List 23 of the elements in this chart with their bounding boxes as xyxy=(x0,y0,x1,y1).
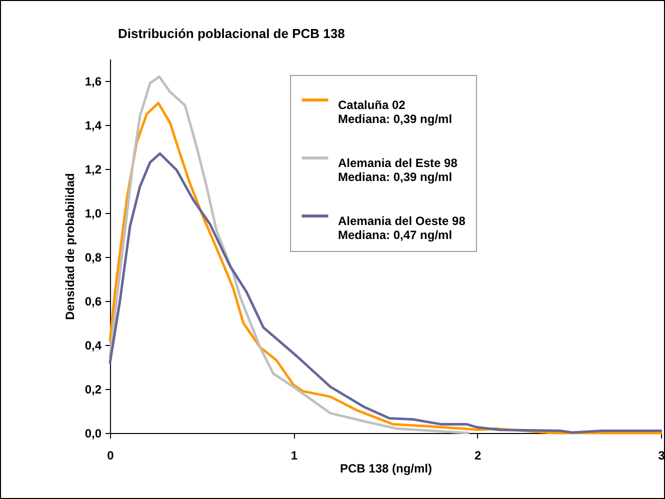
x-tick-label: 0 xyxy=(107,448,114,462)
x-tick-label: 3 xyxy=(658,448,665,462)
y-tick-label: 0,6 xyxy=(84,294,102,308)
y-tick-label: 1,2 xyxy=(84,162,102,176)
y-tick-label: 0,0 xyxy=(84,426,102,440)
x-tick-label: 2 xyxy=(474,448,482,462)
x-axis-title: PCB 138 (ng/ml) xyxy=(340,462,432,476)
x-tick-label: 1 xyxy=(290,448,298,462)
annotation: Mediana: 0,47 ng/ml xyxy=(338,228,452,242)
annotation: Mediana: 0,39 ng/ml xyxy=(338,170,452,184)
annotation: Mediana: 0,39 ng/ml xyxy=(338,112,452,126)
legend-label: Cataluña 02 xyxy=(338,98,406,112)
y-tick-label: 1,0 xyxy=(84,206,102,220)
legend-label: Alemania del Oeste 98 xyxy=(338,214,466,228)
y-tick-label: 1,4 xyxy=(84,118,102,132)
y-axis-title: Densidad de probabilidad xyxy=(62,173,77,320)
y-tick-label: 1,6 xyxy=(84,74,102,88)
y-tick-label: 0,4 xyxy=(84,338,102,352)
legend-label: Alemania del Este 98 xyxy=(338,156,458,170)
chart-title: Distribución poblacional de PCB 138 xyxy=(118,26,345,41)
y-tick-label: 0,8 xyxy=(84,250,102,264)
y-tick-label: 0,2 xyxy=(84,382,102,396)
line-series xyxy=(108,75,470,434)
